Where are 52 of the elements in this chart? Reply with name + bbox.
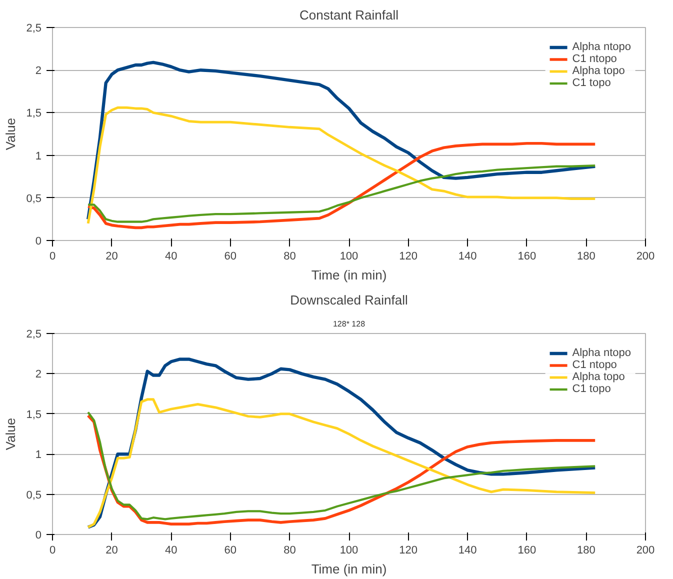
chart-title: Downscaled Rainfall	[290, 292, 408, 308]
y-axis-title: Value	[3, 118, 18, 150]
line-series	[86, 106, 596, 225]
x-tick-label: 180	[577, 250, 596, 262]
y-tick-label: 0,5	[26, 192, 42, 205]
line-series	[87, 164, 596, 223]
y-tick-label: 1,5	[26, 108, 42, 120]
y-tick-label: 2	[35, 368, 42, 381]
legend-label: C1 topo	[572, 77, 611, 89]
x-tick-label: 80	[284, 544, 296, 556]
legend-label: Alpha ntopo	[572, 347, 631, 359]
y-tick-label: 2,5	[26, 22, 42, 34]
x-tick-label: 160	[518, 250, 536, 262]
legend-label: Alpha topo	[572, 371, 625, 383]
x-tick-label: 200	[636, 250, 655, 262]
x-tick-label: 120	[399, 544, 418, 556]
x-tick-label: 0	[49, 250, 56, 262]
x-tick-label: 0	[49, 544, 56, 556]
legend-label: Alpha ntopo	[572, 41, 631, 53]
y-tick-label: 2,5	[26, 328, 42, 340]
x-tick-label: 20	[106, 250, 118, 262]
legend-label: Alpha topo	[572, 65, 625, 77]
y-tick-label: 1,5	[26, 408, 42, 421]
x-tick-label: 120	[399, 250, 418, 262]
legend-label: C1 ntopo	[572, 53, 617, 65]
x-axis-title: Time (in min)	[311, 562, 387, 576]
y-tick-label: 1	[35, 150, 42, 162]
legend-label: C1 ntopo	[572, 359, 617, 371]
y-tick-label: 0	[35, 530, 42, 542]
x-tick-label: 40	[164, 544, 178, 556]
x-tick-label: 160	[518, 544, 536, 556]
chart-subtitle: 128* 128	[332, 320, 366, 328]
legend-label: C1 topo	[572, 383, 611, 395]
x-tick-label: 20	[106, 544, 118, 556]
line-series	[86, 142, 597, 230]
x-tick-label: 140	[458, 544, 477, 556]
y-tick-label: 1	[35, 449, 42, 462]
chart-title: Constant Rainfall	[300, 8, 399, 22]
x-tick-label: 100	[340, 544, 358, 556]
x-tick-label: 200	[636, 544, 655, 556]
x-tick-label: 60	[224, 544, 237, 556]
y-tick-label: 0,5	[26, 489, 42, 502]
x-tick-label: 100	[340, 250, 358, 262]
y-tick-label: 0	[35, 236, 42, 248]
y-tick-label: 2	[35, 65, 42, 78]
x-tick-label: 40	[164, 250, 178, 262]
x-tick-label: 80	[284, 250, 296, 262]
x-tick-label: 140	[458, 250, 477, 262]
x-tick-label: 60	[224, 250, 237, 262]
x-axis-title: Time (in min)	[311, 268, 387, 282]
x-tick-label: 180	[577, 544, 596, 556]
y-axis-title: Value	[3, 418, 18, 450]
